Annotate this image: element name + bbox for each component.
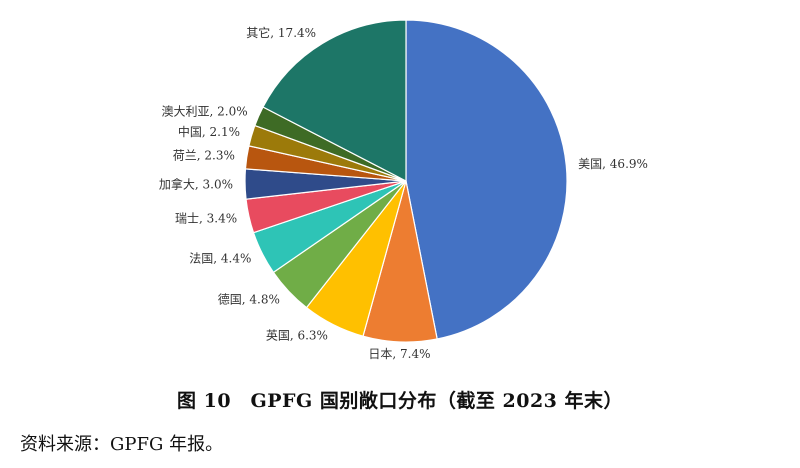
figure-caption: 图 10 GPFG 国别敞口分布（截至 2023 年末） [176, 390, 623, 412]
pie-label-10: 其它, 17.4% [246, 25, 316, 40]
pie-label-1: 日本, 7.4% [368, 347, 430, 361]
pie-slice-0 [405, 19, 568, 340]
source-note: 资料来源：GPFG 年报。 [20, 434, 224, 455]
pie-labels: 美国, 46.9% 日本, 7.4% 英国, 6.3% 德国, 4.8% 法国, 4.4… [159, 25, 648, 361]
pie-label-3: 德国, 4.8% [218, 291, 280, 306]
pie-label-8: 中国, 2.1% [178, 124, 240, 139]
pie-label-2: 英国, 6.3% [266, 328, 328, 342]
pie-label-7: 荷兰, 2.3% [173, 149, 235, 163]
pie-label-5: 瑞士, 3.4% [175, 212, 237, 226]
pie-slice-10 [262, 19, 407, 182]
pie-slices [244, 19, 568, 343]
pie-label-4: 法国, 4.4% [189, 252, 251, 266]
pie-label-0: 美国, 46.9% [578, 157, 648, 171]
pie-chart: 美国, 46.9% 日本, 7.4% 英国, 6.3% 德国, 4.8% 法国, 4.4… [159, 19, 648, 361]
pie-label-9: 澳大利亚, 2.0% [162, 104, 248, 118]
pie-label-6: 加拿大, 3.0% [159, 176, 233, 191]
